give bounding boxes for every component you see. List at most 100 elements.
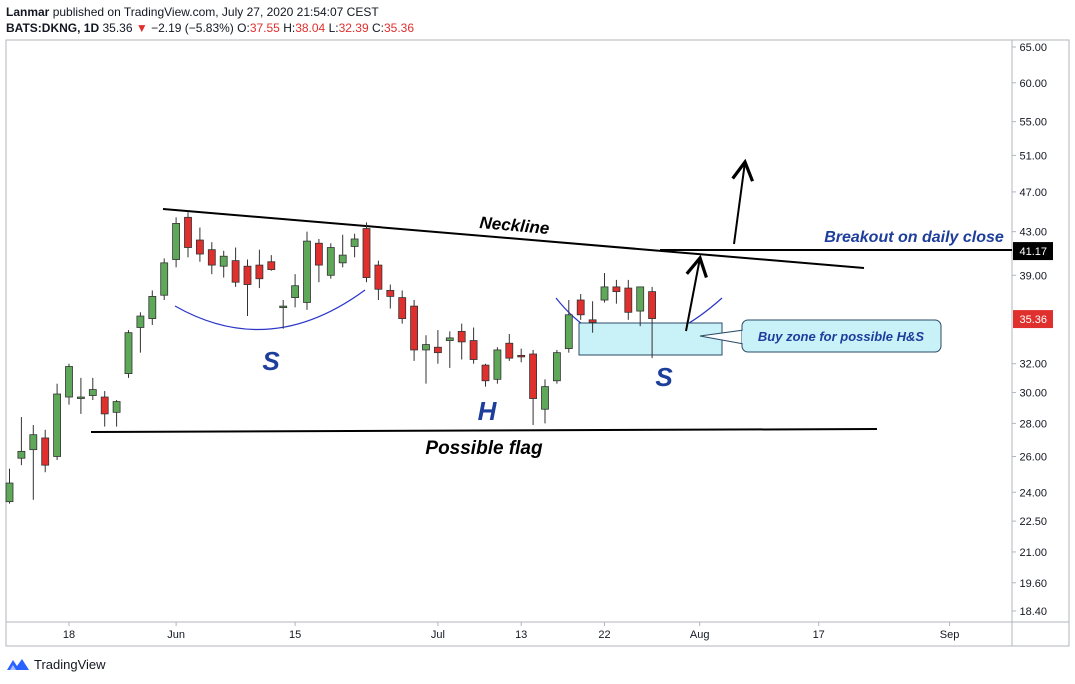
candle-down — [41, 429, 50, 473]
candle-body — [362, 228, 371, 278]
candle-body — [422, 344, 430, 351]
candle-down — [207, 242, 216, 275]
candle-body — [505, 342, 514, 359]
candle-body — [41, 437, 50, 466]
candle-body — [88, 389, 97, 396]
candle-body — [17, 450, 26, 459]
candle-body — [553, 352, 561, 382]
close-label: C: — [371, 21, 384, 35]
candle-body — [65, 366, 73, 398]
candle-up — [600, 273, 609, 303]
candle-body — [172, 223, 181, 260]
candle-down — [648, 286, 656, 359]
price-tick-label: 47.00 — [1019, 187, 1047, 199]
candle-down — [231, 247, 240, 287]
candle-down — [398, 290, 407, 324]
candle-body — [231, 260, 240, 283]
price-tick-label: 18.40 — [1019, 606, 1047, 618]
candle-down — [624, 279, 633, 320]
flag-support-line — [90, 428, 878, 433]
chart-frame — [5, 39, 1070, 647]
candle-up — [564, 300, 573, 353]
price-tick-label: 65.00 — [1019, 42, 1047, 54]
candle-up — [493, 347, 502, 384]
symbol-label: BATS:DKNG, 1D — [6, 21, 100, 35]
candle-up — [291, 274, 300, 308]
candle-up — [279, 300, 288, 329]
candle-down — [576, 294, 585, 320]
buy-zone-label: Buy zone for possible H&S — [758, 329, 924, 344]
candle-body — [136, 315, 145, 328]
candle-body — [493, 349, 502, 380]
candle-up — [136, 312, 145, 353]
candle-down — [243, 259, 252, 317]
tradingview-footer[interactable]: TradingView — [6, 656, 106, 672]
candle-down — [481, 363, 490, 387]
candle-down — [374, 260, 383, 301]
price-change: −2.19 (−5.83%) — [151, 21, 234, 35]
candle-down — [386, 284, 395, 309]
price-tick-label: 32.00 — [1019, 359, 1047, 371]
open-label: O: — [237, 21, 250, 35]
price-axis[interactable]: 65.00 60.00 55.00 51.00 47.00 43.00 39.00 32.00… — [1012, 42, 1047, 618]
price-tick-label: 39.00 — [1019, 270, 1047, 282]
breakout-level-tag: 41.17 — [1013, 242, 1053, 261]
candle-body — [433, 346, 442, 354]
candle-down — [255, 249, 264, 289]
candle-down — [505, 333, 514, 361]
last-price: 35.36 — [102, 21, 133, 35]
candle-body — [338, 254, 347, 264]
candle-body — [648, 291, 656, 319]
price-tag-label: 35.36 — [1019, 314, 1047, 326]
time-axis[interactable]: 18 Jun 15 Jul 13 22 Aug 17 Sep — [63, 622, 960, 641]
candle-up — [112, 400, 121, 427]
candle-up — [17, 417, 26, 466]
candle-down — [433, 330, 442, 364]
last-price-tag: 35.36 — [1013, 310, 1053, 329]
candle-down — [184, 212, 192, 258]
candle-body — [184, 216, 192, 248]
time-tick-label: Jul — [431, 629, 445, 641]
neckline — [162, 208, 865, 269]
tradingview-brand: TradingView — [34, 656, 106, 672]
down-arrow-icon: ▼ — [135, 21, 148, 35]
time-tick-label: Jun — [167, 629, 185, 641]
candle-body — [529, 353, 537, 399]
candle-body — [112, 401, 121, 413]
candle-body — [469, 340, 478, 360]
candle-body — [600, 286, 609, 301]
candle-up — [160, 258, 169, 301]
candle-body — [53, 393, 61, 457]
time-tick-label: 18 — [63, 629, 75, 641]
time-tick-label: 22 — [598, 629, 610, 641]
candle-down — [362, 222, 371, 283]
candle-body — [207, 249, 216, 266]
candle-body — [410, 305, 419, 351]
candle-body — [314, 242, 323, 266]
price-tick-label: 55.00 — [1019, 117, 1047, 129]
candle-up — [124, 330, 133, 378]
trendlines — [90, 208, 1012, 433]
time-tick-label: 13 — [515, 629, 527, 641]
candle-body — [77, 396, 85, 399]
candle-body — [219, 255, 228, 267]
high-value: 38.04 — [295, 21, 326, 35]
price-tick-label: 30.00 — [1019, 388, 1047, 400]
candle-up — [422, 335, 430, 384]
candle-down — [517, 348, 526, 363]
candle-up — [29, 424, 38, 500]
tradingview-logo-icon — [7, 659, 29, 670]
possible-flag-label: Possible flag — [425, 438, 543, 459]
candle-up — [65, 363, 73, 405]
head-label: H — [478, 396, 498, 426]
candle-up — [541, 379, 549, 424]
buy-zone-rect — [578, 322, 723, 356]
close-value: 35.36 — [383, 21, 414, 35]
candle-down — [267, 255, 276, 271]
author-name[interactable]: Lanmar — [6, 5, 50, 19]
price-tick-label: 19.60 — [1019, 578, 1047, 590]
candle-body — [564, 314, 573, 349]
candle-up — [338, 234, 347, 268]
candle-body — [195, 239, 204, 255]
